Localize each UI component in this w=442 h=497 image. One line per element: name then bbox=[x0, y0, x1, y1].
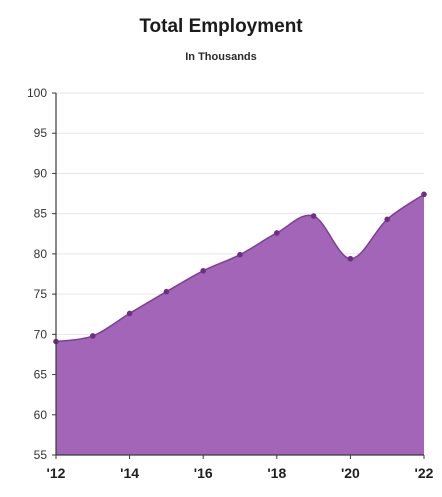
data-point bbox=[237, 251, 243, 258]
chart-subtitle: In Thousands bbox=[185, 51, 257, 63]
y-tick-label: 55 bbox=[34, 448, 48, 462]
data-point bbox=[126, 310, 133, 317]
data-point bbox=[90, 333, 96, 339]
data-point bbox=[347, 255, 354, 262]
y-tick-label: 65 bbox=[34, 368, 48, 382]
x-tick-label: '12 bbox=[47, 465, 66, 481]
y-tick-label: 95 bbox=[34, 126, 48, 140]
data-point bbox=[310, 213, 317, 219]
data-point bbox=[384, 216, 391, 223]
x-tick-label: '16 bbox=[194, 465, 213, 481]
chart-title: Total Employment bbox=[139, 16, 303, 37]
data-point bbox=[163, 288, 170, 295]
x-tick-label: '18 bbox=[267, 465, 286, 481]
x-tick-label: '22 bbox=[415, 465, 434, 481]
y-tick-label: 100 bbox=[27, 86, 47, 100]
data-point bbox=[421, 191, 427, 198]
y-tick-label: 90 bbox=[34, 166, 48, 180]
data-point bbox=[274, 230, 280, 236]
y-tick-label: 75 bbox=[34, 287, 48, 301]
y-tick-label: 70 bbox=[34, 327, 48, 341]
y-tick-label: 60 bbox=[34, 408, 48, 422]
x-tick-label: '14 bbox=[120, 465, 139, 481]
data-point bbox=[200, 267, 206, 274]
y-tick-label: 85 bbox=[34, 207, 48, 221]
area-fill bbox=[56, 194, 424, 456]
x-tick-label: '20 bbox=[341, 465, 360, 481]
y-tick-label: 80 bbox=[34, 247, 48, 261]
